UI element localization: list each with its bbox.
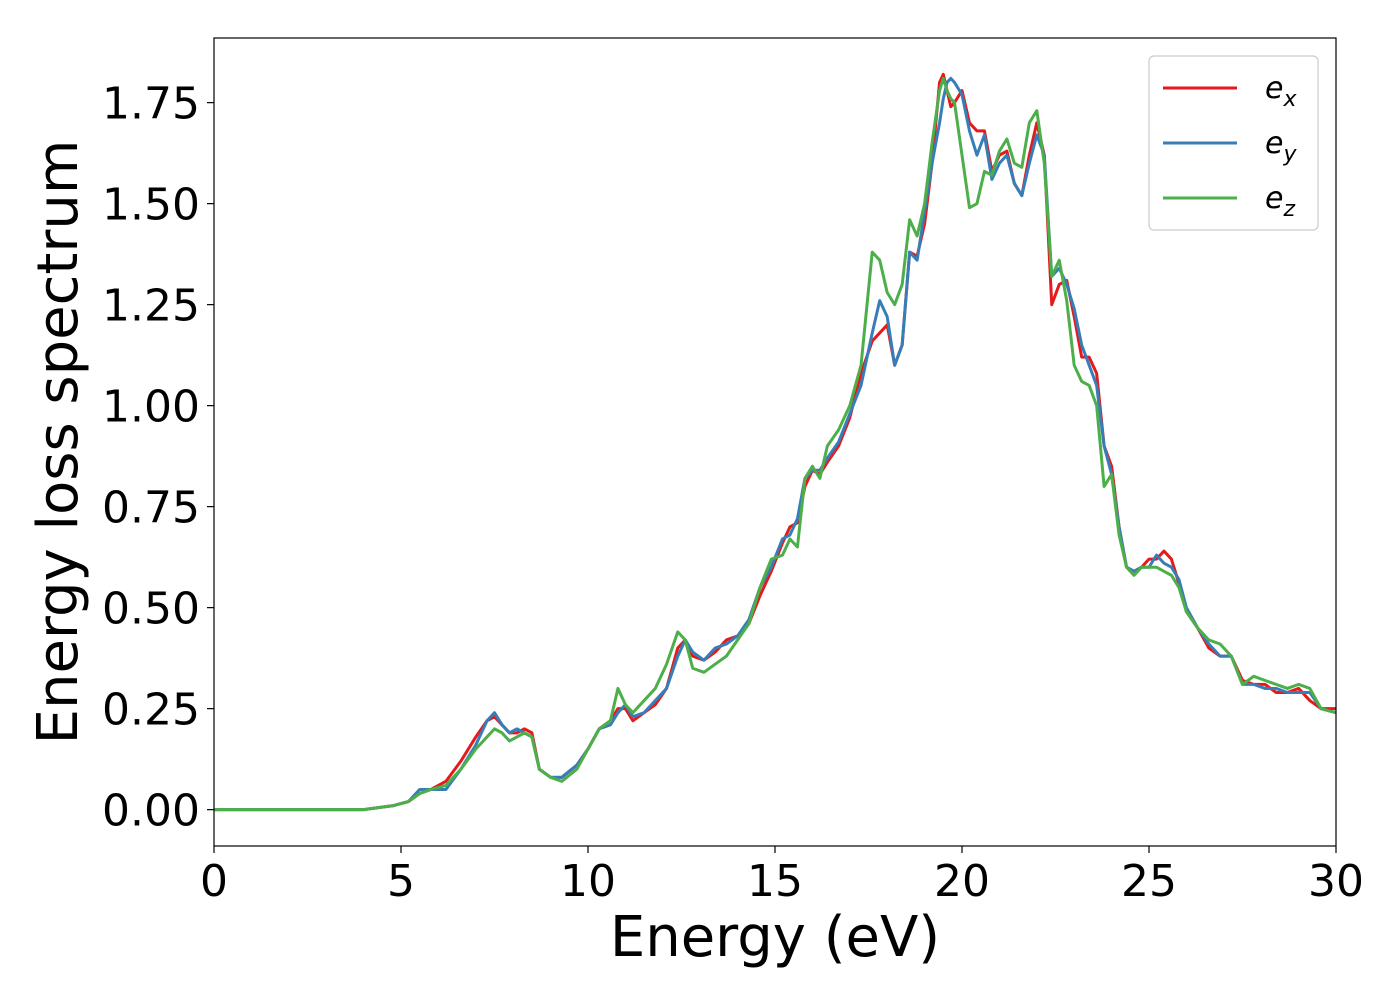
y-axis-ticks: 0.00 0.25 0.50 0.75 1.00 1.25 1.50 1.75	[102, 79, 214, 837]
legend-label-base: e	[1265, 71, 1283, 106]
y-axis-label: Energy loss spectrum	[26, 140, 91, 745]
x-axis-ticks: 0 5 10 15 20 25 30	[200, 846, 1364, 907]
y-tick-label: 0.50	[102, 584, 200, 635]
legend-label-subscript: y	[1282, 142, 1297, 167]
legend-label-subscript: x	[1282, 87, 1297, 112]
y-tick-label: 1.75	[102, 79, 200, 130]
x-axis-label: Energy (eV)	[610, 905, 940, 970]
x-tick-label: 5	[387, 856, 415, 907]
legend-label-base: e	[1265, 181, 1283, 216]
y-tick-label: 1.00	[102, 382, 200, 433]
y-tick-label: 1.50	[102, 180, 200, 231]
legend-label-z: ez	[1265, 181, 1295, 222]
legend-label-x: ex	[1265, 71, 1297, 112]
x-tick-label: 15	[747, 856, 803, 907]
x-tick-label: 30	[1308, 856, 1364, 907]
x-tick-label: 0	[200, 856, 228, 907]
legend-label-base: e	[1265, 126, 1283, 161]
legend-label-y: ey	[1265, 126, 1297, 167]
plot-area	[214, 72, 1336, 812]
x-tick-label: 20	[934, 856, 990, 907]
y-tick-label: 0.25	[102, 685, 200, 736]
legend-label-subscript: z	[1282, 197, 1295, 222]
y-tick-label: 0.00	[102, 786, 200, 837]
plot-frame	[213, 37, 1337, 847]
x-tick-label: 10	[560, 856, 616, 907]
y-tick-label: 0.75	[102, 483, 200, 534]
x-tick-label: 25	[1121, 856, 1177, 907]
series-line-z	[214, 76, 1336, 812]
y-tick-label: 1.25	[102, 281, 200, 332]
